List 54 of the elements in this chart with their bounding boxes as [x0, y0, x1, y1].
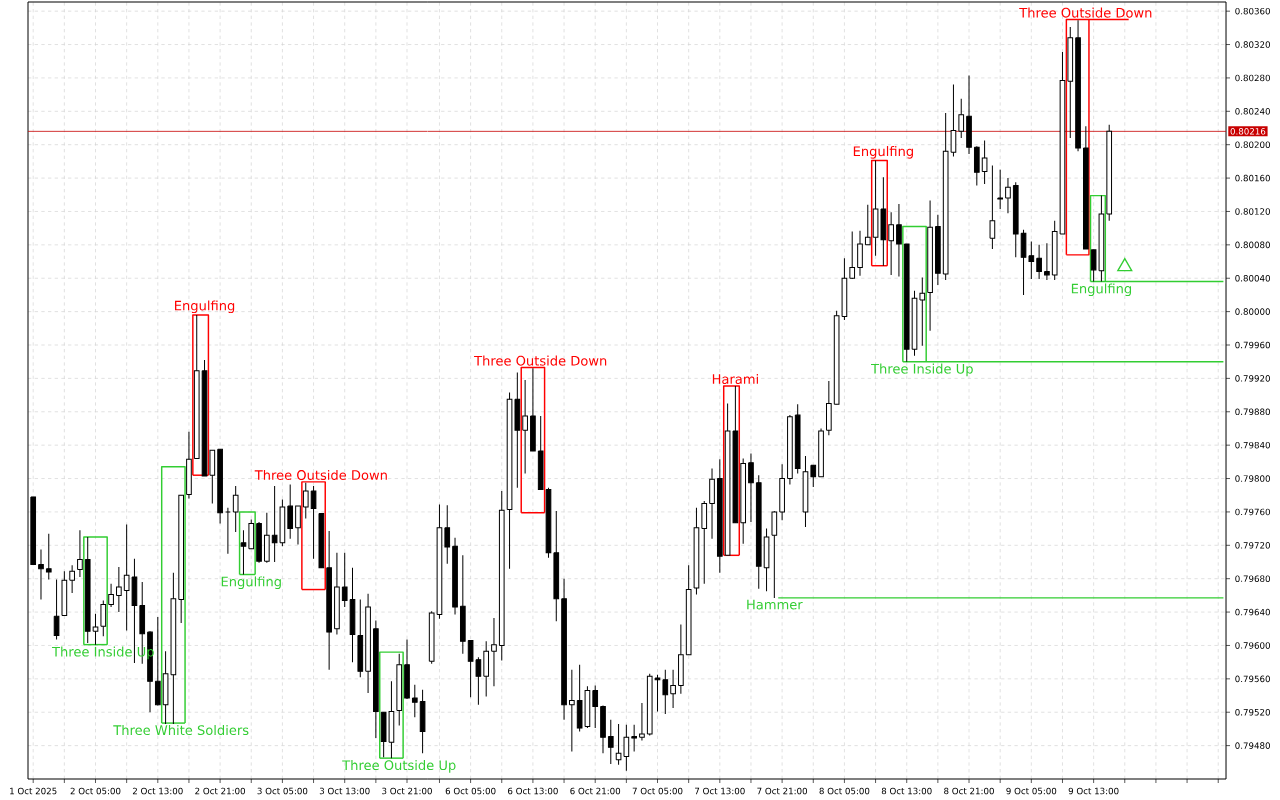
annotation: Three Outside Up: [342, 760, 456, 773]
y-tick-label: 0.79760: [1235, 508, 1270, 516]
y-tick-label: 0.79880: [1235, 408, 1270, 416]
annotation: Engulfing: [1071, 283, 1132, 297]
x-tick-label: 1 Oct 2025: [10, 787, 57, 795]
y-tick-label: 0.79480: [1235, 742, 1270, 749]
x-tick-label: 7 Oct 05:00: [632, 787, 683, 795]
x-tick-label: 6 Oct 13:00: [508, 787, 558, 795]
annotation: Engulfing: [221, 576, 281, 590]
x-tick-label: 2 Oct 05:00: [70, 787, 121, 795]
x-tick-label: 8 Oct 13:00: [881, 787, 932, 795]
y-tick-label: 0.80360: [1235, 7, 1270, 15]
y-tick-label: 0.79960: [1235, 341, 1270, 349]
y-tick-label: 0.79680: [1235, 575, 1270, 582]
y-tick-label: 0.79560: [1235, 675, 1270, 683]
y-tick-label: 0.80120: [1235, 208, 1270, 215]
y-tick-label: 0.79920: [1235, 375, 1270, 382]
y-tick-label: 0.80240: [1235, 108, 1270, 115]
y-tick-label: 0.79640: [1235, 608, 1270, 616]
x-tick-label: 8 Oct 21:00: [944, 787, 994, 795]
annotation: Three Outside Down: [254, 469, 387, 481]
x-tick-label: 6 Oct 05:00: [445, 787, 496, 795]
y-tick-label: 0.80080: [1235, 241, 1270, 249]
x-tick-label: 9 Oct 13:00: [1068, 787, 1119, 795]
x-tick-label: 8 Oct 05:00: [819, 787, 870, 795]
y-tick-label: 0.79720: [1235, 542, 1270, 549]
y-tick-label: 0.79840: [1235, 441, 1270, 449]
annotation: Harami: [712, 373, 758, 385]
annotation: Engulfing: [853, 146, 913, 159]
annotation: Three Outside Down: [474, 355, 607, 366]
y-tick-label: 0.79600: [1235, 642, 1270, 649]
x-tick-label: 7 Oct 13:00: [695, 787, 745, 795]
x-tick-label: 2 Oct 13:00: [132, 787, 183, 795]
y-tick-label: 0.80280: [1235, 74, 1270, 82]
y-tick-label: 0.80320: [1235, 41, 1270, 48]
annotation: Three Inside Up: [871, 363, 973, 377]
x-tick-label: 6 Oct 21:00: [570, 787, 621, 795]
x-tick-label: 3 Oct 13:00: [319, 787, 370, 795]
annotation: Engulfing: [175, 300, 235, 314]
y-tick-label: 0.80160: [1235, 174, 1270, 182]
x-tick-label: 7 Oct 21:00: [757, 787, 808, 795]
x-tick-label: 3 Oct 05:00: [257, 787, 308, 795]
annotation: Three Outside Down: [1019, 7, 1152, 18]
y-tick-label: 0.80200: [1235, 141, 1270, 148]
y-tick-label: 0.80040: [1235, 274, 1270, 282]
x-tick-label: 9 Oct 05:00: [1006, 787, 1057, 795]
ref-line-label: 0.80216: [1230, 128, 1266, 135]
y-tick-label: 0.80000: [1235, 308, 1270, 315]
x-tick-label: 2 Oct 21:00: [195, 787, 245, 795]
annotation: Three White Soldiers: [113, 724, 249, 736]
y-tick-label: 0.79800: [1235, 475, 1270, 482]
annotation: Hammer: [747, 599, 803, 610]
y-tick-label: 0.79520: [1235, 708, 1270, 716]
x-tick-label: 3 Oct 21:00: [382, 787, 432, 795]
